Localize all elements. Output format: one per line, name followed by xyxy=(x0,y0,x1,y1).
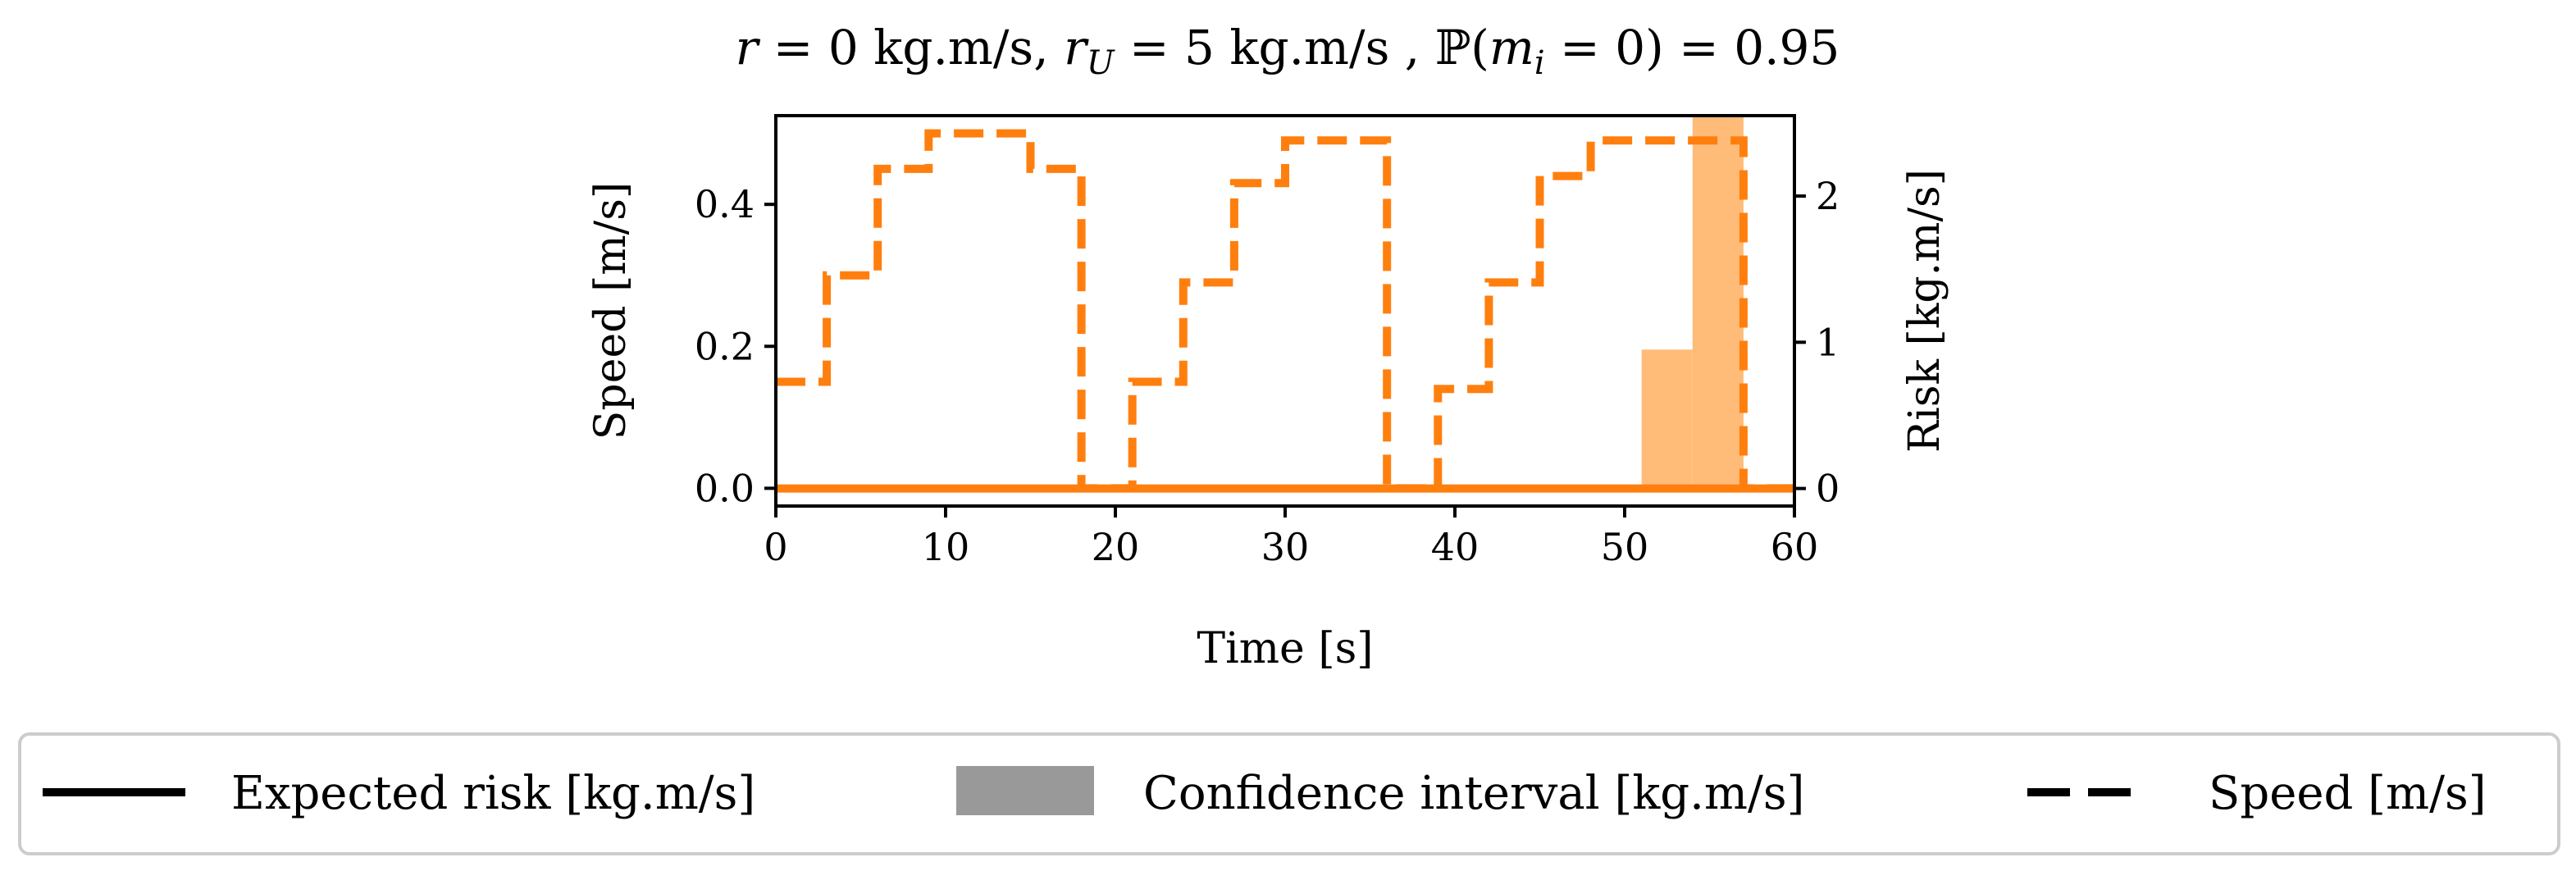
legend-box xyxy=(18,732,2560,855)
legend-speed-label: Speed [m/s] xyxy=(2209,767,2487,820)
right-y-tick-label: 2 xyxy=(1816,174,1840,218)
confidence-interval-group xyxy=(1641,116,1744,489)
legend-confidence-interval-label: Confidence interval [kg.m/s] xyxy=(1143,767,1804,820)
left-y-axis-label: Speed [m/s] xyxy=(586,182,636,440)
x-axis-label: Time [s] xyxy=(1197,624,1373,673)
left-y-tick-label: 0.4 xyxy=(695,182,755,226)
right-y-tick-label: 1 xyxy=(1816,320,1840,364)
x-tick-label: 30 xyxy=(1261,525,1310,569)
legend-expected-risk-label: Expected risk [kg.m/s] xyxy=(231,767,755,820)
left-y-tick-label: 0.2 xyxy=(695,324,755,368)
x-tick-label: 20 xyxy=(1092,525,1140,569)
x-tick-label: 60 xyxy=(1771,525,1819,569)
legend: Expected risk [kg.m/s] Confidence interv… xyxy=(18,732,2560,855)
legend-confidence-interval-swatch xyxy=(956,766,1094,815)
right-y-axis-label: Risk [kg.m/s] xyxy=(1900,169,1949,453)
left-y-axis-ticks: 0.0 0.2 0.4 xyxy=(695,182,776,510)
x-tick-label: 0 xyxy=(764,525,787,569)
speed-line xyxy=(776,129,1794,493)
x-tick-label: 10 xyxy=(922,525,970,569)
chart-title: r = 0 kg.m/s, rU = 5 kg.m/s , ℙ(mi = 0) … xyxy=(736,20,1840,82)
x-tick-label: 50 xyxy=(1601,525,1649,569)
x-axis-ticks: 0 10 20 30 40 50 60 xyxy=(764,506,1818,569)
confidence-interval-bar-0 xyxy=(1641,349,1693,489)
right-y-axis-ticks: 0 1 2 xyxy=(1794,174,1840,511)
speed-group xyxy=(776,129,1794,493)
left-y-tick-label: 0.0 xyxy=(695,466,755,510)
right-y-tick-label: 0 xyxy=(1816,467,1840,511)
x-tick-label: 40 xyxy=(1431,525,1479,569)
confidence-interval-bar-1 xyxy=(1692,116,1744,489)
